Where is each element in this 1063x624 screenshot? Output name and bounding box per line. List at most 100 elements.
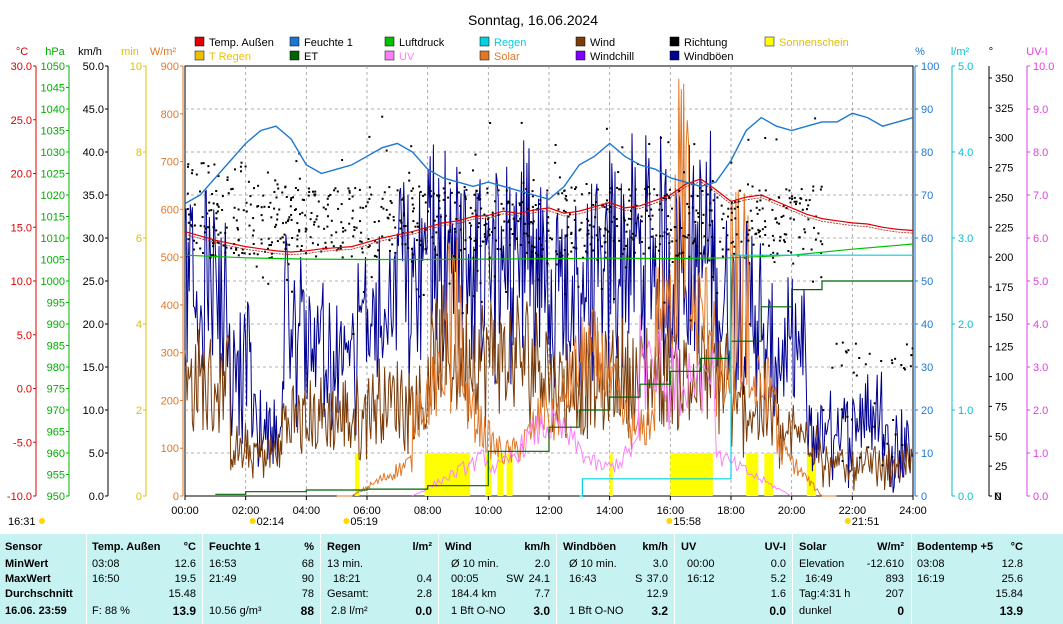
hum-current: 88 (300, 604, 314, 618)
direction-dot (459, 228, 462, 231)
direction-dot (471, 212, 474, 215)
direction-dot (298, 229, 301, 231)
axis-tick-label: 45.0 (83, 104, 104, 116)
solar-unit: W/m² (877, 541, 904, 553)
direction-dot (795, 200, 798, 203)
direction-dot (716, 292, 719, 294)
direction-dot (802, 247, 805, 250)
direction-dot (648, 143, 651, 145)
direction-dot (230, 247, 233, 250)
direction-dot (350, 255, 353, 258)
gust-current: 3.2 (651, 604, 668, 618)
direction-dot (200, 162, 203, 165)
separator (792, 534, 793, 624)
hum-max-time: 21:49 (209, 573, 237, 585)
direction-dot (388, 213, 391, 216)
direction-dot (526, 251, 529, 254)
direction-dot (519, 204, 521, 207)
x-tick-label: 22:00 (839, 505, 867, 517)
direction-dot (373, 255, 376, 257)
direction-dot (711, 276, 714, 278)
solar-header: Solar (799, 541, 827, 553)
direction-dot (375, 255, 378, 258)
uv-line (412, 314, 792, 497)
direction-dot (326, 197, 329, 200)
direction-dot (290, 213, 293, 216)
direction-dot (678, 252, 681, 255)
direction-dot (370, 193, 373, 196)
direction-dot (430, 195, 433, 198)
wind-line (184, 284, 913, 491)
legend-label: Sonnenschein (779, 37, 849, 49)
direction-dot (608, 211, 611, 213)
direction-dot (790, 251, 793, 254)
direction-dot (334, 187, 337, 190)
direction-dot (686, 202, 689, 205)
axis-unit-label: hPa (45, 46, 65, 58)
direction-dot (562, 209, 565, 212)
chart-title: Sonntag, 16.06.2024 (468, 12, 598, 28)
direction-dot (469, 206, 472, 209)
direction-dot (586, 233, 589, 236)
direction-dot (668, 242, 671, 245)
direction-dot (449, 228, 452, 231)
direction-dot (785, 233, 788, 236)
axis-tick-label: 4.0 (958, 147, 973, 159)
direction-dot (845, 351, 848, 354)
axis-tick-label: 30 (921, 362, 933, 374)
axis-tick-label: 200 (161, 395, 179, 407)
direction-dot (566, 253, 569, 256)
stats-uv: UV UV-I 00:00 0.0 16:12 5.2 1.6 0.0 (681, 534, 788, 624)
direction-dot (789, 217, 792, 220)
direction-dot (531, 190, 534, 193)
direction-dot (626, 223, 629, 226)
direction-dot (411, 203, 414, 206)
direction-dot (236, 226, 239, 229)
direction-dot (337, 247, 340, 250)
axis-tick-label: 3.0 (958, 233, 973, 245)
x-tick-label: 18:00 (717, 505, 745, 517)
direction-dot (298, 230, 301, 233)
direction-dot (520, 121, 523, 124)
axis-tick-label: 955 (47, 470, 65, 482)
axis-tick-label: 1015 (41, 212, 65, 224)
wind-max-dir: SW (506, 573, 524, 585)
direction-dot (442, 198, 445, 201)
direction-dot (610, 187, 613, 190)
direction-dot (734, 217, 737, 220)
direction-dot (465, 188, 468, 191)
direction-dot (368, 186, 371, 189)
direction-dot (274, 225, 277, 228)
axis-tick-label: 5.0 (1033, 276, 1048, 288)
direction-dot (644, 188, 647, 190)
axis-tick-label: 4 (136, 319, 142, 331)
hum-avg: 78 (301, 588, 314, 600)
axis-tick-label: 10 (130, 61, 142, 73)
direction-dot (891, 456, 894, 459)
direction-dot (649, 218, 652, 221)
direction-dot (245, 201, 248, 204)
rain-footer-label: 2.8 l/m² (331, 605, 368, 617)
direction-dot (613, 298, 615, 300)
direction-dot (468, 222, 471, 225)
direction-dot (785, 188, 788, 191)
gust-avg10: 3.0 (652, 558, 668, 570)
direction-dot (410, 145, 413, 148)
direction-dot (497, 214, 500, 216)
direction-dot (284, 185, 287, 188)
direction-dot (783, 233, 786, 236)
direction-dot (505, 290, 507, 293)
direction-dot (235, 219, 238, 222)
direction-dot (274, 179, 277, 182)
direction-dot (186, 208, 189, 211)
direction-dot (239, 165, 242, 168)
sun-marker-icon (343, 518, 350, 524)
uv-min: 0.0 (770, 558, 786, 570)
direction-dot (587, 229, 590, 232)
direction-dot (748, 229, 751, 232)
axis-unit-label: ° (989, 46, 993, 58)
direction-dot (622, 216, 625, 219)
axis-tick-label: 900 (161, 61, 179, 73)
direction-dot (755, 206, 758, 209)
uv-current: 0.0 (769, 604, 786, 618)
